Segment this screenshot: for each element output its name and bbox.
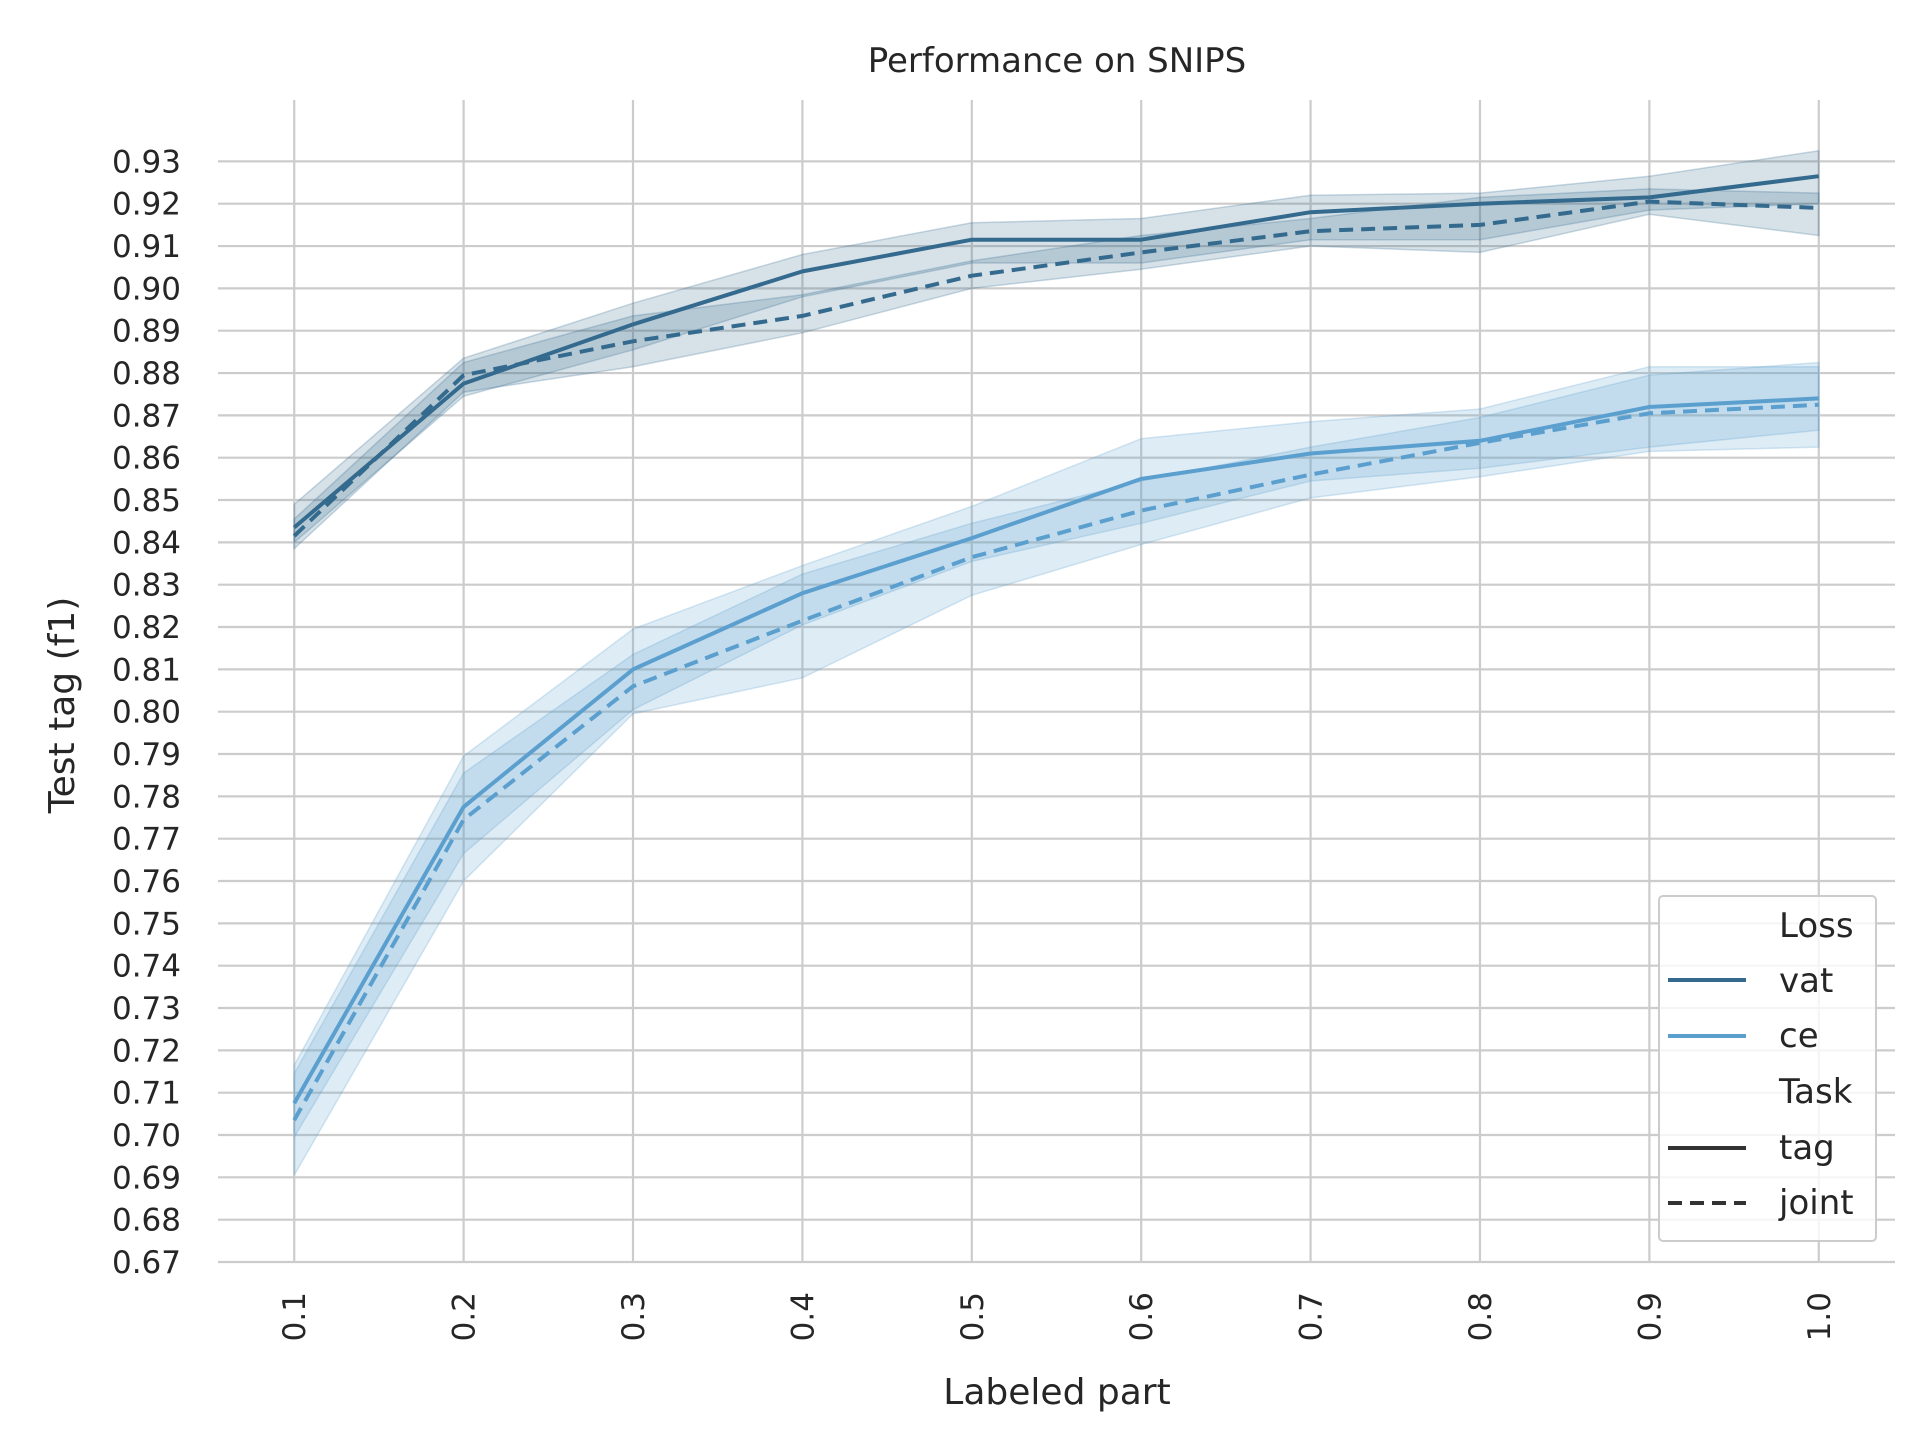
y-tick-label: 0.72 [112,1033,181,1069]
grid [218,100,1895,1264]
line-ce-tag [292,396,1819,1105]
x-tick-label: 0.6 [1124,1292,1160,1341]
y-tick-label: 0.76 [112,864,181,900]
y-tick-label: 0.84 [112,525,181,561]
band-ce-tag [293,365,1820,1140]
y-tick-label: 0.80 [112,695,181,731]
y-tick-label: 0.69 [112,1160,181,1196]
legend-ce-label: ce [1779,1016,1819,1056]
legend-joint-label: joint [1778,1183,1854,1223]
legend-tag-label: tag [1779,1128,1835,1168]
x-tick-label: 0.8 [1463,1292,1499,1341]
y-tick-label: 0.81 [112,652,181,688]
line-vat-tag [292,174,1820,530]
legend: Loss vat ce Task tag joint [1658,895,1877,1242]
confidence-bands [293,149,1820,1179]
y-tick-label: 0.79 [112,737,181,773]
line-ce-joint [292,402,1819,1122]
y-tick-label: 0.92 [112,187,181,223]
y-tick-label: 0.77 [112,822,181,858]
y-tick-label: 0.83 [112,568,181,604]
y-tick-label: 0.75 [112,906,181,942]
x-tick-label: 0.3 [616,1292,652,1341]
y-tick-label: 0.88 [112,356,181,392]
x-axis-label: Labeled part [943,1372,1170,1413]
x-tick-label: 0.7 [1294,1292,1330,1341]
y-tick-label: 0.90 [112,271,181,307]
band-ce-joint [293,361,1820,1179]
series-lines [292,174,1820,1122]
y-tick-label: 0.67 [112,1245,181,1281]
y-tick-label: 0.86 [112,441,181,477]
y-tick-label: 0.89 [112,314,181,350]
x-tick-label: 1.0 [1802,1292,1838,1341]
y-tick-label: 0.71 [112,1076,181,1112]
y-tick-label: 0.91 [112,229,181,265]
y-axis-label: Test tag (f1) [42,597,83,814]
y-tick-label: 0.87 [112,398,181,434]
legend-loss-title: Loss [1779,906,1854,946]
x-tick-labels: 0.1 0.2 0.3 0.4 0.5 0.6 0.7 0.8 0.9 1.0 [277,1292,1838,1341]
y-tick-label: 0.73 [112,991,181,1027]
legend-task-title: Task [1778,1072,1853,1112]
y-tick-label: 0.74 [112,949,181,985]
y-tick-label: 0.78 [112,779,181,815]
y-tick-labels: 0.67 0.68 0.69 0.70 0.71 0.72 0.73 0.74 0.75 0.76… [112,144,181,1281]
y-tick-label: 0.70 [112,1118,181,1154]
legend-vat-label: vat [1779,961,1833,1001]
y-tick-label: 0.85 [112,483,181,519]
x-tick-label: 0.5 [955,1292,991,1341]
line-vat-joint [292,199,1819,538]
chart-title: Performance on SNIPS [868,41,1247,81]
x-tick-label: 0.1 [277,1292,313,1341]
y-tick-label: 0.68 [112,1203,181,1239]
legend-frame [1658,895,1877,1242]
x-tick-label: 0.4 [785,1292,821,1341]
y-tick-label: 0.82 [112,610,181,646]
x-tick-label: 0.9 [1632,1292,1668,1341]
y-tick-label: 0.93 [112,144,181,180]
x-tick-label: 0.2 [447,1292,483,1341]
band-vat-joint [293,188,1820,551]
